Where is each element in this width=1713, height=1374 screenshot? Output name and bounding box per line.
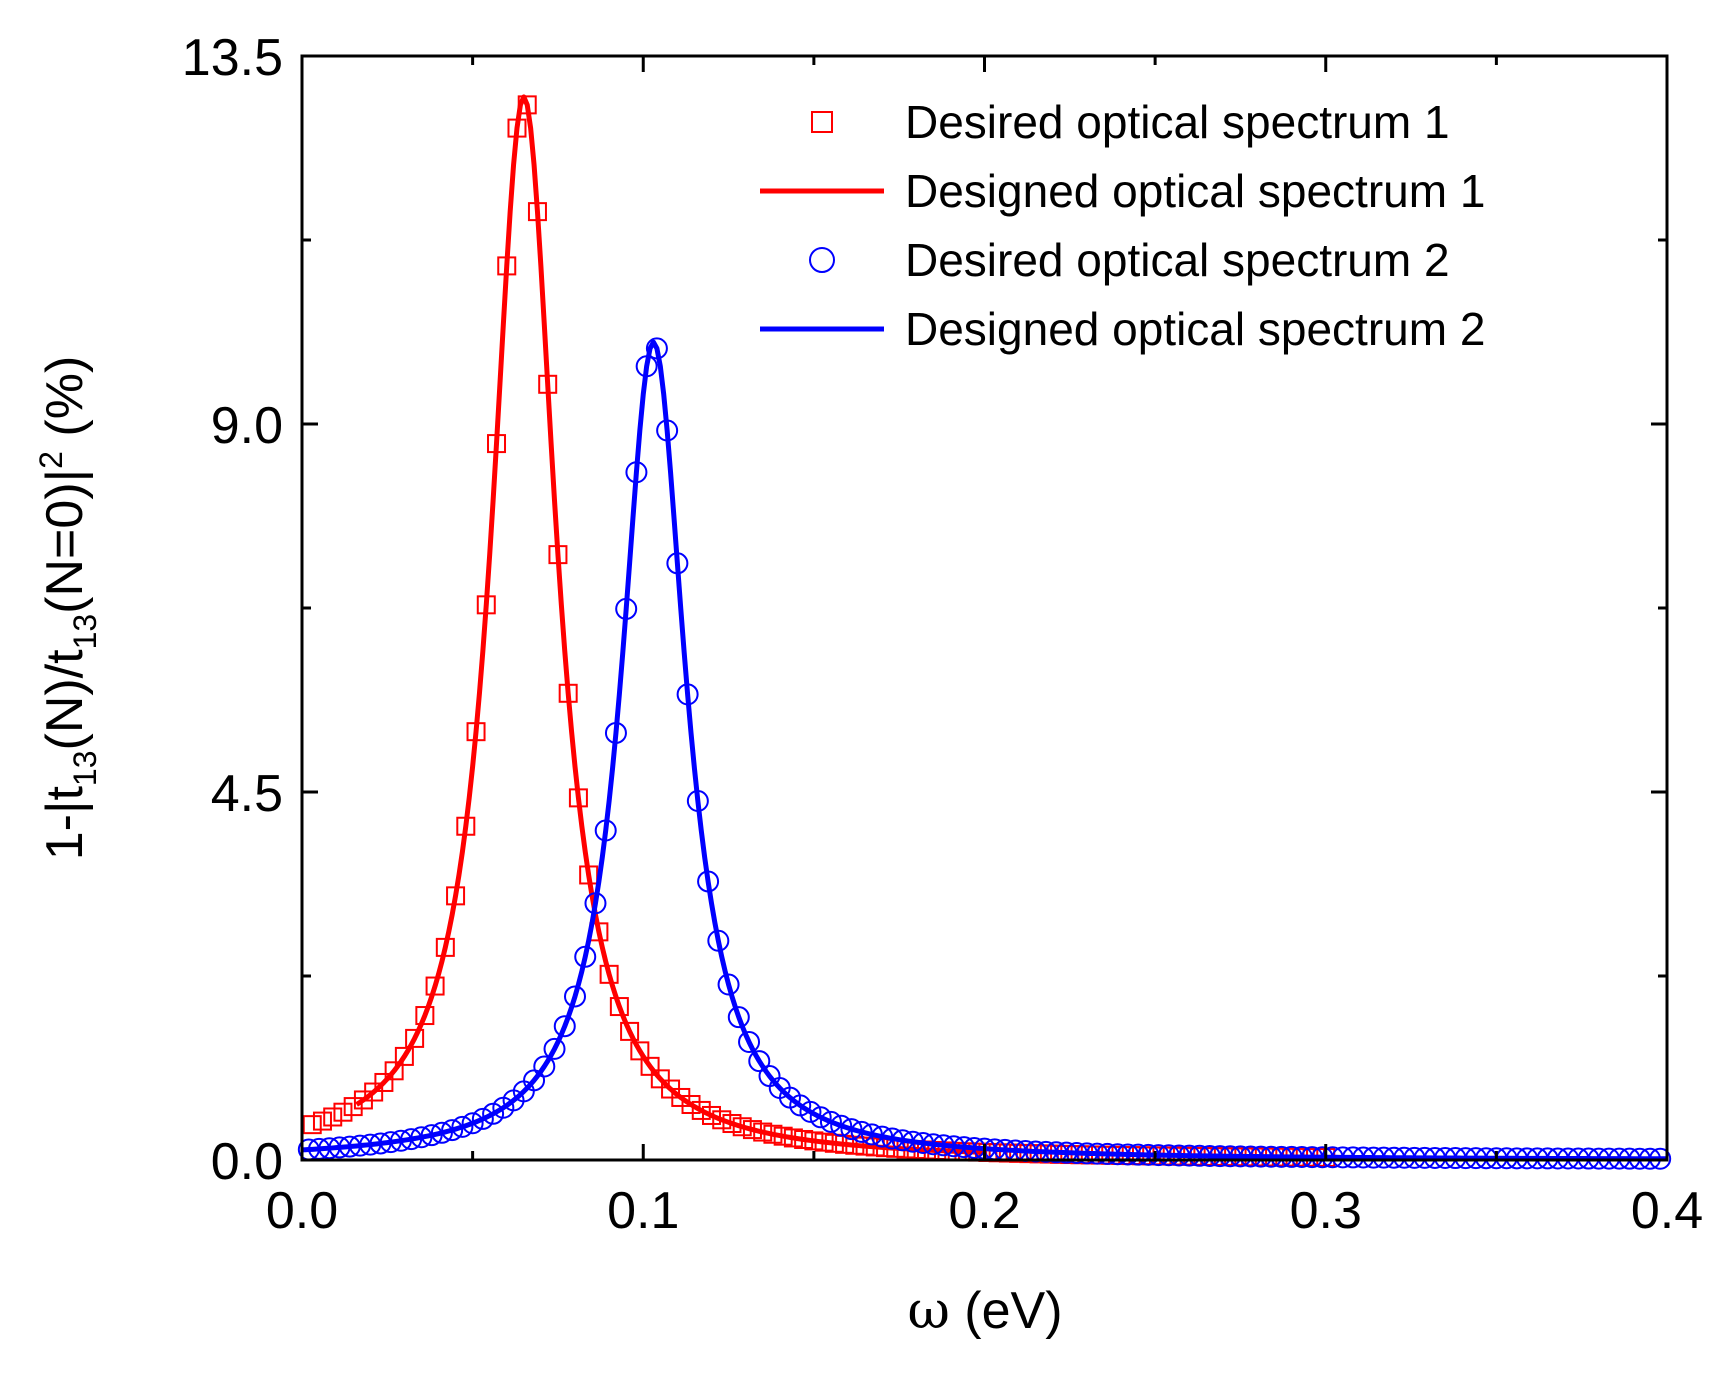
data-point-square xyxy=(681,1094,701,1114)
data-point-circle xyxy=(738,1030,761,1053)
x-tick-label: 0.4 xyxy=(1631,1182,1703,1240)
data-point-square xyxy=(620,1021,640,1041)
data-point-square xyxy=(630,1041,650,1061)
legend-label: Desired optical spectrum 1 xyxy=(905,96,1450,148)
data-point-square xyxy=(702,1105,721,1125)
legend-entry-1: Desired optical spectrum 1 xyxy=(811,96,1450,148)
data-point-square xyxy=(394,1046,414,1066)
y-tick-label: 0.0 xyxy=(211,1133,283,1191)
data-point-circle xyxy=(451,1115,474,1138)
data-point-square xyxy=(384,1061,404,1081)
x-axis-symbol: ω xyxy=(907,1281,949,1341)
data-point-circle xyxy=(799,1100,822,1123)
y-axis-title-part: (N)/t xyxy=(36,649,94,751)
y-tick-label: 4.5 xyxy=(211,765,283,823)
y-axis-title-part: 1-|t xyxy=(36,786,94,861)
data-point-square xyxy=(640,1056,660,1076)
legend-circle-swatch xyxy=(809,247,835,273)
data-point-square xyxy=(405,1028,425,1048)
data-point-circle xyxy=(543,1037,566,1060)
x-tick-label: 0.1 xyxy=(607,1182,679,1240)
y-axis-title-subscript: 13 xyxy=(67,614,103,650)
data-point-circle xyxy=(727,1006,750,1029)
data-point-square xyxy=(722,1114,742,1134)
legend: Desired optical spectrum 1 Designed optic… xyxy=(760,96,1485,355)
data-point-square xyxy=(343,1097,363,1117)
legend-entry-2: Designed optical spectrum 1 xyxy=(760,165,1485,217)
legend-label: Designed optical spectrum 2 xyxy=(905,303,1485,355)
data-point-square xyxy=(333,1102,353,1122)
data-point-square xyxy=(312,1111,332,1131)
series-layer xyxy=(297,94,1672,1170)
data-point-circle xyxy=(840,1118,863,1141)
y-axis-title-subscript: 13 xyxy=(67,751,103,787)
data-point-circle xyxy=(553,1015,576,1038)
data-point-square xyxy=(323,1107,343,1127)
data-point-square xyxy=(712,1110,732,1130)
data-point-circle xyxy=(819,1110,842,1133)
data-point-square xyxy=(691,1100,711,1120)
data-point-circle xyxy=(471,1107,494,1130)
legend-entry-3: Desired optical spectrum 2 xyxy=(809,234,1450,286)
legend-label: Designed optical spectrum 1 xyxy=(905,165,1485,217)
data-point-circle xyxy=(533,1055,556,1078)
data-point-circle xyxy=(809,1106,832,1129)
y-axis-title-part: (N=0)| xyxy=(36,469,94,614)
data-point-circle xyxy=(441,1119,464,1142)
x-tick-label: 0.2 xyxy=(948,1182,1020,1240)
legend-label: Desired optical spectrum 2 xyxy=(905,234,1450,286)
x-tick-label: 0.0 xyxy=(266,1182,338,1240)
y-tick-label: 13.5 xyxy=(182,29,283,87)
x-axis-title: ω (eV) xyxy=(907,1281,1062,1341)
data-point-circle xyxy=(830,1114,853,1137)
legend-entry-4: Designed optical spectrum 2 xyxy=(760,303,1485,355)
data-point-circle xyxy=(717,973,740,996)
data-point-square xyxy=(302,1115,322,1135)
y-axis-title: 1-|t13(N)/t13(N=0)|2 (%) xyxy=(33,356,103,861)
tick-layer: 0.0 0.1 0.2 0.3 0.4 0.0 4.5 9.0 13.5 xyxy=(182,29,1703,1240)
data-point-circle xyxy=(564,985,586,1008)
data-point-square xyxy=(374,1072,394,1092)
y-tick-label: 9.0 xyxy=(211,397,283,455)
data-point-circle xyxy=(461,1112,484,1135)
data-point-circle xyxy=(748,1050,771,1073)
data-point-square xyxy=(364,1082,384,1102)
legend-square-swatch xyxy=(811,111,833,133)
data-point-square xyxy=(671,1087,691,1107)
y-axis-title-superscript: 2 xyxy=(33,451,69,469)
data-point-square xyxy=(415,1006,435,1026)
y-axis-title-part: (%) xyxy=(36,356,94,451)
x-tick-label: 0.3 xyxy=(1290,1182,1362,1240)
data-point-square xyxy=(650,1069,670,1089)
x-axis-unit: (eV) xyxy=(950,1282,1063,1340)
data-point-square xyxy=(609,997,629,1017)
